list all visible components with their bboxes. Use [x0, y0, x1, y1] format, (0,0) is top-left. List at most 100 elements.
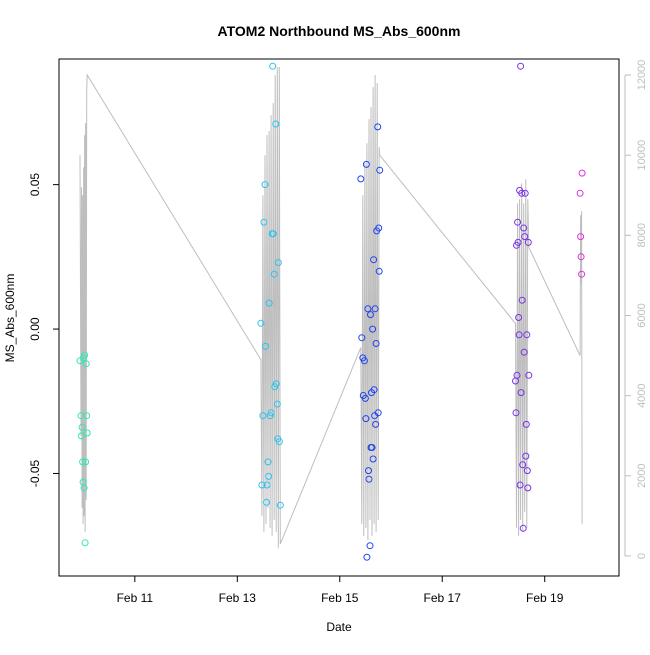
x-tick-label-0: Feb 11 — [117, 591, 154, 605]
data-point-s4-2 — [577, 253, 585, 261]
data-point-s1-12 — [267, 409, 275, 417]
data-point-s2-29 — [376, 166, 384, 174]
data-point-s0-11 — [82, 360, 90, 368]
data-point-s1-15 — [269, 230, 277, 238]
data-point-s1-11 — [266, 412, 274, 420]
data-point-s2-10 — [365, 467, 372, 475]
data-point-s1-9 — [265, 472, 273, 480]
data-point-s1-16 — [270, 270, 278, 278]
data-point-s0-4 — [79, 458, 87, 466]
x-axis: Feb 11 Feb 13 Feb 15 Feb 17 Feb 19 — [117, 576, 564, 605]
data-point-s3-23 — [523, 467, 531, 475]
data-point-s2-5 — [361, 394, 369, 402]
data-point-s1-6 — [263, 498, 270, 506]
data-point-s3-1 — [512, 409, 520, 417]
data-point-s2-19 — [370, 386, 378, 394]
data-point-s1-24 — [276, 501, 284, 509]
y2-tick-label-1: 2000 — [636, 464, 648, 488]
data-point-s0-8 — [81, 351, 89, 359]
y2-tick-label-2: 4000 — [636, 383, 648, 407]
data-point-s4-1 — [577, 233, 585, 241]
data-point-s1-10 — [265, 299, 273, 307]
data-point-s3-6 — [515, 314, 523, 321]
data-point-s3-12 — [518, 189, 526, 197]
data-point-s1-0 — [257, 319, 265, 327]
y2-tick-label-0: 0 — [636, 553, 648, 559]
data-point-s0-3 — [78, 423, 86, 431]
data-point-s3-18 — [521, 233, 529, 241]
data-point-s3-17 — [520, 348, 528, 356]
secondary-line-layer — [79, 66, 583, 548]
data-point-s1-19 — [272, 380, 280, 388]
data-point-s0-9 — [81, 539, 89, 547]
data-point-s3-21 — [522, 420, 530, 428]
y-tick-label-1: 0.00 — [28, 317, 42, 341]
data-point-s0-6 — [80, 354, 88, 362]
data-point-s3-24 — [524, 484, 532, 492]
data-point-s3-9 — [516, 481, 524, 489]
data-point-s1-14 — [269, 62, 277, 70]
y2-tick-label-3: 6000 — [636, 303, 648, 327]
data-point-s2-27 — [375, 224, 383, 232]
data-point-s2-12 — [366, 542, 374, 550]
data-point-s2-17 — [369, 455, 377, 463]
data-point-s3-13 — [518, 296, 526, 304]
data-point-s4-3 — [578, 270, 586, 278]
data-point-s2-6 — [362, 415, 370, 423]
data-point-s3-14 — [519, 461, 527, 469]
data-point-s3-16 — [520, 224, 528, 232]
x-tick-label-4: Feb 19 — [526, 591, 564, 605]
y-tick-label-0: -0.05 — [28, 460, 42, 488]
data-point-s1-4 — [261, 181, 269, 189]
data-point-s4-0 — [576, 189, 584, 197]
data-point-s2-16 — [369, 325, 377, 333]
data-point-s2-28 — [375, 267, 383, 275]
y-axis: -0.05 0.00 0.05 — [28, 173, 59, 488]
data-point-s1-22 — [274, 259, 282, 267]
data-point-s2-21 — [371, 305, 379, 313]
data-point-s3-19 — [521, 189, 529, 197]
data-point-s3-26 — [525, 371, 533, 379]
data-point-s4-4 — [578, 169, 586, 177]
data-point-s2-4 — [360, 357, 368, 365]
data-point-s3-20 — [522, 452, 530, 460]
data-point-s3-25 — [524, 238, 532, 246]
data-point-s1-5 — [262, 342, 269, 350]
x-axis-label: Date — [326, 620, 352, 634]
data-point-s3-10 — [517, 62, 525, 70]
data-point-s1-23 — [275, 438, 283, 446]
chart-title: ATOM2 Northbound MS_Abs_600nm — [218, 23, 461, 39]
data-point-s2-8 — [363, 553, 371, 561]
data-point-s1-2 — [259, 412, 267, 420]
data-point-s0-13 — [83, 429, 91, 437]
data-point-s3-5 — [514, 238, 522, 246]
data-point-s1-3 — [260, 218, 268, 226]
y2-tick-label-4: 8000 — [636, 223, 648, 247]
x-tick-label-2: Feb 15 — [321, 591, 359, 605]
points-layer — [76, 62, 586, 561]
data-point-s3-3 — [513, 371, 521, 379]
data-point-s1-8 — [264, 458, 272, 466]
data-point-s2-22 — [372, 420, 380, 428]
data-point-s2-11 — [365, 475, 373, 483]
y2-tick-label-6: 12000 — [636, 60, 648, 91]
data-point-s0-2 — [78, 432, 85, 440]
y-axis-label: MS_Abs_600nm — [3, 274, 17, 363]
data-point-s2-26 — [374, 409, 382, 417]
y2-tick-label-5: 10000 — [636, 140, 648, 171]
data-point-s3-11 — [517, 389, 525, 397]
data-point-s2-23 — [372, 340, 380, 347]
data-point-s1-18 — [272, 120, 280, 128]
data-point-s3-7 — [515, 331, 523, 339]
data-point-s2-18 — [370, 256, 378, 264]
data-point-s0-10 — [82, 458, 90, 466]
data-point-s2-0 — [357, 175, 365, 183]
data-point-s2-30 — [367, 444, 375, 451]
data-point-s3-22 — [523, 331, 531, 339]
data-point-s1-1 — [258, 481, 266, 489]
x-tick-label-1: Feb 13 — [219, 591, 257, 605]
data-point-s0-12 — [83, 412, 91, 420]
x-tick-label-3: Feb 17 — [424, 591, 462, 605]
